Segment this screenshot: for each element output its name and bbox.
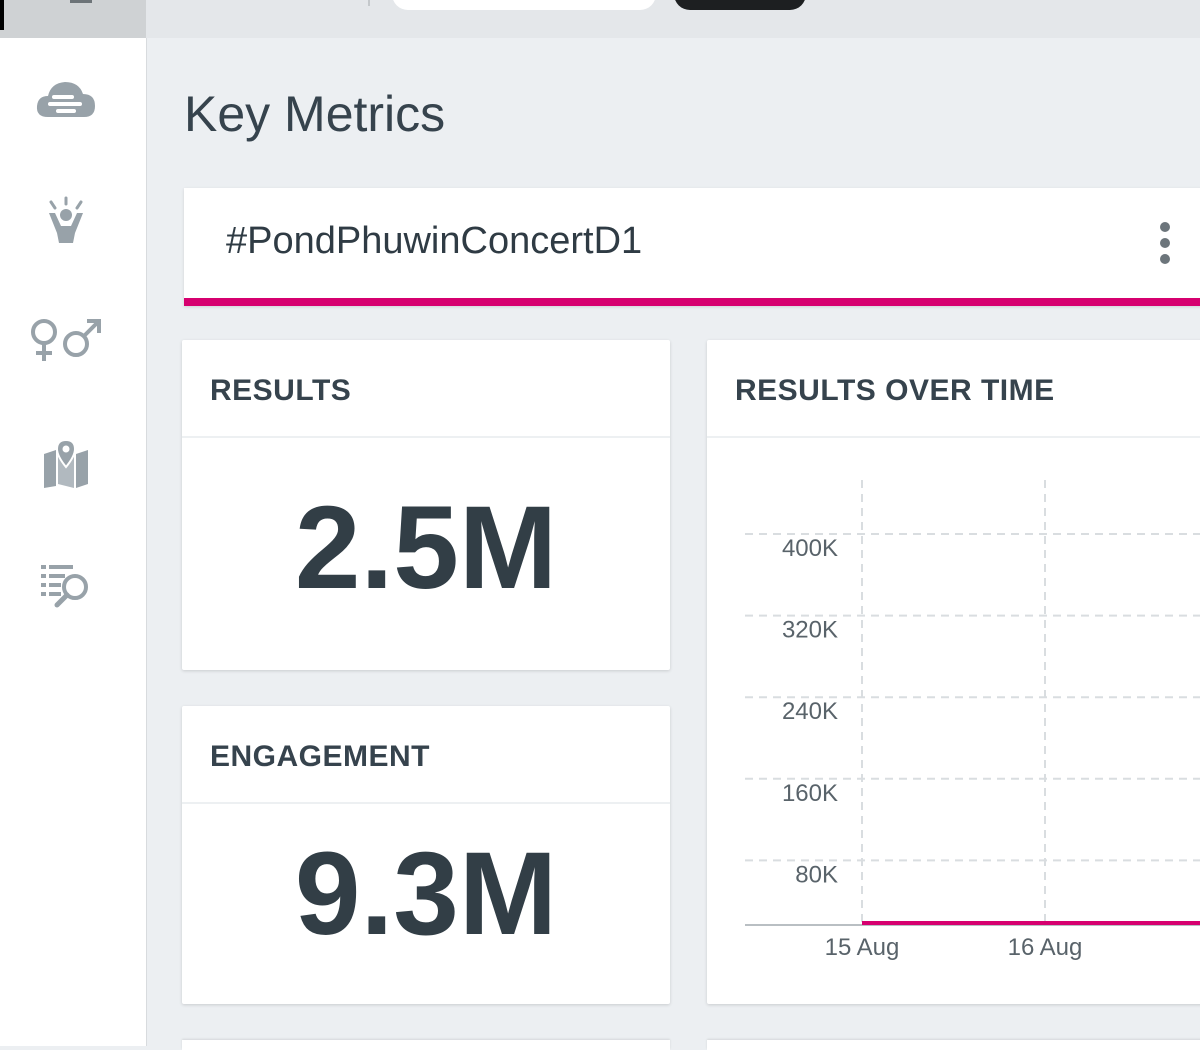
top-divider <box>368 0 370 6</box>
search-input[interactable] <box>392 0 656 10</box>
sidebar-item-influencers[interactable] <box>24 190 108 250</box>
map-icon <box>44 438 88 488</box>
y-tick-label: 240K <box>782 698 838 725</box>
x-tick-label: 16 Aug <box>1008 934 1083 961</box>
query-title: #PondPhuwinConcertD1 <box>226 220 643 262</box>
cloud-icon <box>36 82 95 117</box>
influencer-icon <box>49 196 83 243</box>
y-tick-label: 160K <box>782 780 838 807</box>
next-card-right <box>707 1040 1200 1050</box>
chart-title: RESULTS OVER TIME <box>735 374 1055 407</box>
results-card-header: RESULTS <box>182 340 670 438</box>
engagement-card-header: ENGAGEMENT <box>182 706 670 804</box>
results-over-time-card: RESULTS OVER TIME 80K 160K 240K 320K 400K 15 … <box>707 340 1200 1004</box>
query-card: #PondPhuwinConcertD1 <box>184 188 1200 306</box>
results-card: RESULTS 2.5M <box>182 340 670 670</box>
menu-icon <box>70 0 92 3</box>
window-edge <box>0 0 4 30</box>
more-options-icon[interactable] <box>1150 218 1180 268</box>
next-card-left <box>182 1040 670 1050</box>
sidebar-item-demographics[interactable] <box>24 310 108 370</box>
sidebar-item-locations[interactable] <box>24 434 108 494</box>
search-list-icon <box>41 565 88 608</box>
top-bar <box>0 0 1200 38</box>
y-tick-label: 80K <box>795 861 838 888</box>
engagement-label: ENGAGEMENT <box>210 740 431 773</box>
engagement-value: 9.3M <box>294 828 558 960</box>
page-title: Key Metrics <box>184 86 446 142</box>
x-tick-label: 15 Aug <box>825 934 900 961</box>
search-button[interactable] <box>674 0 806 10</box>
sidebar-item-topics[interactable] <box>24 70 108 130</box>
sidebar <box>0 38 147 1046</box>
results-label: RESULTS <box>210 374 352 407</box>
y-tick-label: 320K <box>782 617 838 644</box>
gender-icon <box>31 319 101 361</box>
menu-button[interactable] <box>0 0 146 38</box>
engagement-card: ENGAGEMENT 9.3M <box>182 706 670 1004</box>
sidebar-item-mentions[interactable] <box>24 554 108 614</box>
chart-card-header: RESULTS OVER TIME <box>707 340 1200 438</box>
y-tick-label: 400K <box>782 535 838 562</box>
results-value: 2.5M <box>294 482 558 614</box>
